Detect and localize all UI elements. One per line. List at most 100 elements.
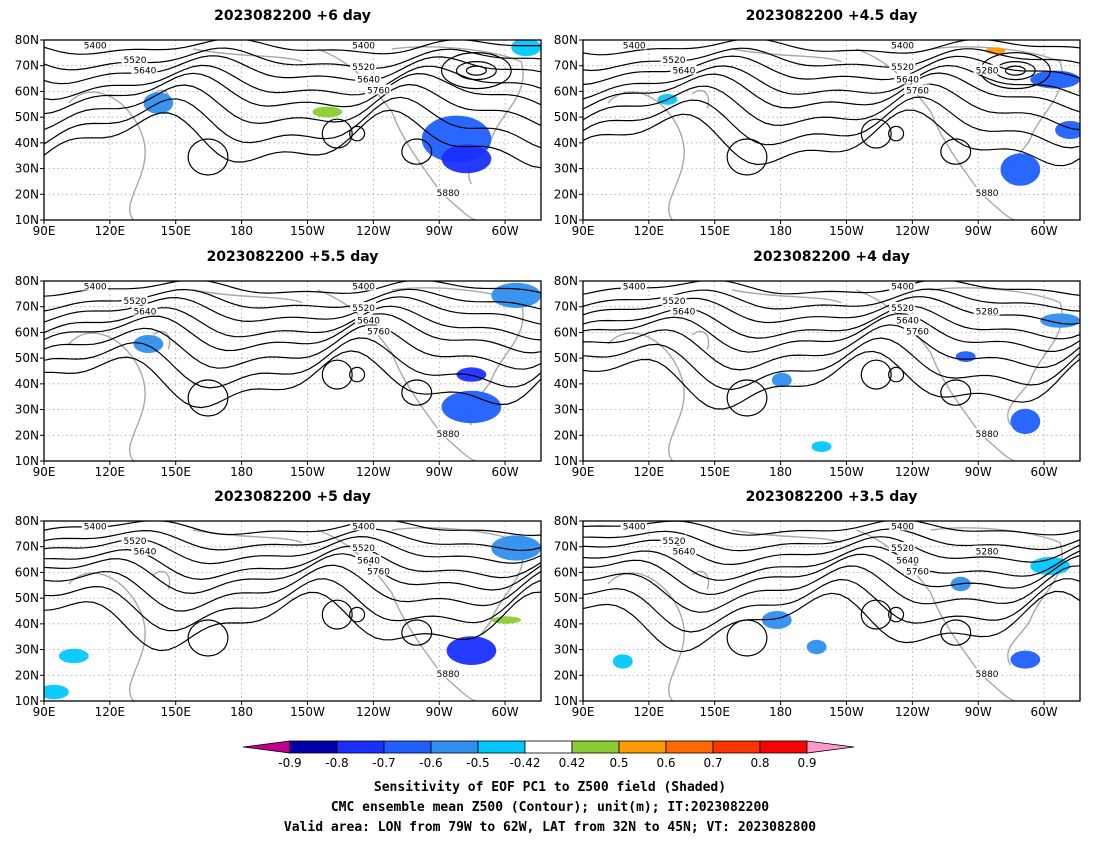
contour-label-bg bbox=[121, 294, 148, 305]
contour-label-bg bbox=[350, 542, 377, 552]
sensitivity-shading bbox=[312, 106, 343, 118]
contour-label-bg bbox=[889, 521, 916, 531]
map-panel: 5400 540055205520564056405760588020230822… bbox=[15, 489, 542, 719]
z500-closed-contour bbox=[187, 379, 229, 417]
contour-label: 5640 bbox=[133, 308, 156, 318]
panel-title: 2023082200 +5.5 day bbox=[207, 249, 379, 265]
colorbar-segment bbox=[524, 740, 573, 754]
contour-label: 5400 bbox=[891, 522, 914, 532]
contour-label-bg bbox=[365, 84, 392, 95]
contour-label-bg bbox=[434, 187, 461, 197]
contour-label-bg bbox=[355, 554, 382, 565]
coastline bbox=[317, 529, 477, 701]
lon-tick-label: 120E bbox=[95, 705, 126, 719]
sensitivity-shading bbox=[771, 372, 792, 388]
coastline bbox=[192, 289, 303, 304]
lon-tick-label: 90W bbox=[965, 705, 992, 719]
lon-tick-label: 90W bbox=[426, 465, 453, 479]
contour-label: 5520 bbox=[124, 537, 147, 547]
lon-tick-label: 180 bbox=[769, 705, 792, 719]
lon-tick-label: 180 bbox=[230, 705, 253, 719]
contour-label-bg bbox=[973, 64, 1000, 75]
lat-tick-label: 70N bbox=[15, 59, 39, 73]
contour-label-bg bbox=[81, 521, 108, 531]
contour-label-bg bbox=[81, 40, 108, 50]
contour-label: 5400 bbox=[891, 282, 914, 292]
coastline bbox=[152, 330, 171, 350]
contour-label: 5640 bbox=[357, 76, 380, 86]
lon-tick-label: 150W bbox=[829, 705, 864, 719]
contour-label-bg bbox=[660, 534, 687, 545]
lat-tick-label: 80N bbox=[554, 274, 578, 288]
z500-closed-contour bbox=[401, 379, 433, 406]
lat-tick-label: 50N bbox=[554, 591, 578, 605]
contour-label-bg bbox=[889, 40, 916, 50]
z500-contour bbox=[583, 578, 1080, 633]
z500-contour bbox=[44, 281, 541, 297]
contour-label: 5400 bbox=[84, 41, 107, 51]
coastline bbox=[68, 332, 146, 461]
contour-label-bg bbox=[904, 84, 931, 95]
map-frame bbox=[582, 39, 1081, 221]
sensitivity-shading bbox=[1010, 408, 1041, 434]
contour-label-bg bbox=[904, 565, 931, 576]
contour-label: 5520 bbox=[663, 56, 686, 66]
contour-label: 5760 bbox=[906, 327, 929, 337]
lon-tick-label: 150E bbox=[699, 705, 730, 719]
contour-label: 5640 bbox=[896, 317, 919, 327]
sensitivity-shading bbox=[612, 654, 633, 669]
lon-tick-label: 90E bbox=[572, 224, 595, 238]
contour-label-bg bbox=[660, 53, 687, 64]
contour-label-bg bbox=[889, 281, 916, 291]
lat-tick-label: 30N bbox=[15, 643, 39, 657]
sensitivity-shading bbox=[806, 639, 827, 655]
lon-tick-label: 90E bbox=[33, 224, 56, 238]
z500-contour bbox=[44, 305, 541, 341]
lat-tick-label: 10N bbox=[554, 694, 578, 708]
lon-tick-label: 180 bbox=[230, 465, 253, 479]
lon-tick-label: 120W bbox=[356, 465, 391, 479]
z500-contour bbox=[44, 40, 541, 55]
contour-label-bg bbox=[894, 554, 921, 565]
z500-closed-contour bbox=[349, 366, 366, 383]
coastline bbox=[856, 529, 1016, 701]
z500-closed-contour bbox=[321, 359, 353, 390]
contour-label: 5760 bbox=[906, 86, 929, 96]
map-background bbox=[583, 40, 1080, 220]
contour-label-bg bbox=[131, 545, 158, 556]
lon-tick-label: 60W bbox=[1030, 465, 1057, 479]
z500-contour bbox=[583, 590, 1080, 653]
z500-contour bbox=[44, 350, 541, 409]
lat-tick-label: 80N bbox=[554, 514, 578, 528]
contour-label: 5520 bbox=[124, 297, 147, 307]
map-panels: 5400 540055205520564056405760588020230822… bbox=[15, 8, 1081, 719]
z500-contour bbox=[44, 72, 541, 115]
z500-contour bbox=[44, 528, 541, 551]
panel-title: 2023082200 +3.5 day bbox=[746, 489, 918, 505]
sensitivity-shading bbox=[1000, 153, 1041, 186]
map-frame bbox=[43, 280, 542, 462]
z500-contour bbox=[583, 545, 1080, 581]
panel-title: 2023082200 +5 day bbox=[214, 489, 371, 505]
z500-contour bbox=[583, 40, 1080, 56]
z500-contour bbox=[44, 591, 541, 652]
colorbar-label: -0.5 bbox=[466, 756, 489, 770]
contour-label: 5400 bbox=[623, 41, 646, 51]
z500-closed-contour bbox=[187, 138, 229, 176]
contour-label: 5640 bbox=[133, 548, 156, 558]
z500-contour bbox=[583, 83, 1080, 131]
lat-tick-label: 30N bbox=[15, 403, 39, 417]
coastline bbox=[731, 529, 842, 544]
colorbar-segment bbox=[289, 740, 338, 754]
lat-tick-label: 20N bbox=[15, 428, 39, 442]
sensitivity-shading bbox=[811, 441, 832, 452]
contour-label: 5760 bbox=[367, 86, 390, 96]
sensitivity-shading bbox=[441, 144, 492, 174]
caption-line-3: Valid area: LON from 79W to 62W, LAT fro… bbox=[284, 820, 816, 835]
sensitivity-shading bbox=[58, 648, 89, 664]
contour-label-bg bbox=[350, 281, 377, 291]
